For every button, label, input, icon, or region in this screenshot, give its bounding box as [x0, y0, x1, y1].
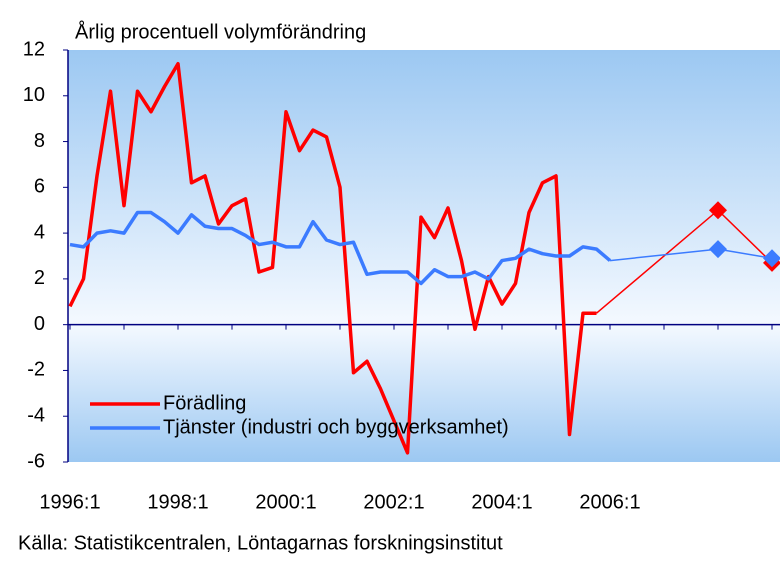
legend-label: Förädling [163, 392, 246, 414]
x-tick-label: 1998:1 [147, 491, 208, 513]
y-tick-label: 10 [23, 84, 45, 106]
plot-area-upper [68, 50, 780, 325]
x-tick-label: 2006:1 [579, 491, 640, 513]
chart-title: Årlig procentuell volymförändring [75, 20, 366, 43]
x-tick-label: 2002:1 [363, 491, 424, 513]
x-tick-label: 2000:1 [255, 491, 316, 513]
x-tick-label: 2004:1 [471, 491, 532, 513]
y-tick-label: 6 [34, 176, 45, 198]
y-tick-label: 4 [34, 221, 45, 243]
plot-area-lower [68, 324, 780, 462]
y-tick-label: 12 [23, 38, 45, 60]
y-tick-label: -2 [27, 359, 45, 381]
source: Källa: Statistikcentralen, Löntagarnas f… [18, 532, 503, 554]
forecast-marker [763, 249, 780, 268]
forecast-marker [709, 201, 727, 220]
x-tick-label: 1996:1 [39, 491, 100, 513]
legend-label: Tjänster (industri och byggverksamhet) [163, 416, 509, 438]
series-line [68, 61, 597, 455]
y-tick-label: -6 [27, 450, 45, 472]
series-line [69, 210, 612, 286]
y-tick-label: 8 [34, 130, 45, 152]
y-tick-label: -4 [27, 405, 45, 427]
y-tick-label: 2 [34, 267, 45, 289]
y-tick-label: 0 [34, 313, 45, 335]
forecast-marker [709, 240, 727, 259]
